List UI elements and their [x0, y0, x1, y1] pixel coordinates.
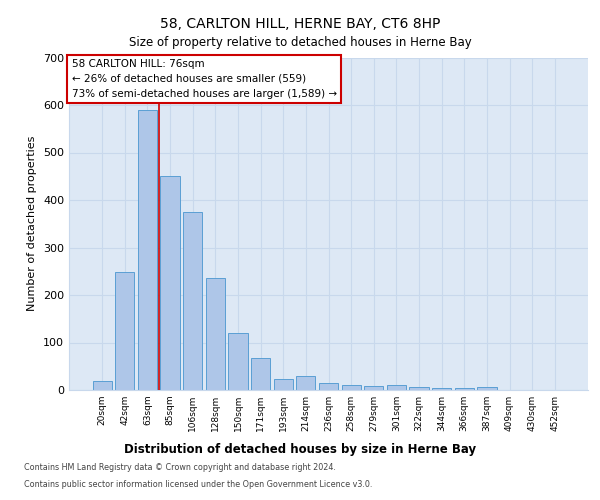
- Bar: [387, 385, 406, 390]
- Text: 58, CARLTON HILL, HERNE BAY, CT6 8HP: 58, CARLTON HILL, HERNE BAY, CT6 8HP: [160, 18, 440, 32]
- Bar: [432, 388, 451, 390]
- Text: Distribution of detached houses by size in Herne Bay: Distribution of detached houses by size …: [124, 442, 476, 456]
- Bar: [409, 387, 428, 390]
- Bar: [319, 384, 338, 390]
- Bar: [138, 110, 157, 390]
- Text: Contains public sector information licensed under the Open Government Licence v3: Contains public sector information licen…: [24, 480, 373, 489]
- Bar: [115, 272, 134, 390]
- Bar: [206, 278, 225, 390]
- Bar: [296, 376, 316, 390]
- Bar: [229, 333, 248, 390]
- Bar: [92, 382, 112, 390]
- Text: Size of property relative to detached houses in Herne Bay: Size of property relative to detached ho…: [128, 36, 472, 49]
- Bar: [183, 212, 202, 390]
- Text: 58 CARLTON HILL: 76sqm
← 26% of detached houses are smaller (559)
73% of semi-de: 58 CARLTON HILL: 76sqm ← 26% of detached…: [71, 59, 337, 99]
- Bar: [160, 176, 180, 390]
- Bar: [251, 358, 270, 390]
- Bar: [477, 386, 497, 390]
- Bar: [341, 385, 361, 390]
- Bar: [364, 386, 383, 390]
- Bar: [455, 388, 474, 390]
- Y-axis label: Number of detached properties: Number of detached properties: [28, 136, 37, 312]
- Text: Contains HM Land Registry data © Crown copyright and database right 2024.: Contains HM Land Registry data © Crown c…: [24, 464, 336, 472]
- Bar: [274, 379, 293, 390]
